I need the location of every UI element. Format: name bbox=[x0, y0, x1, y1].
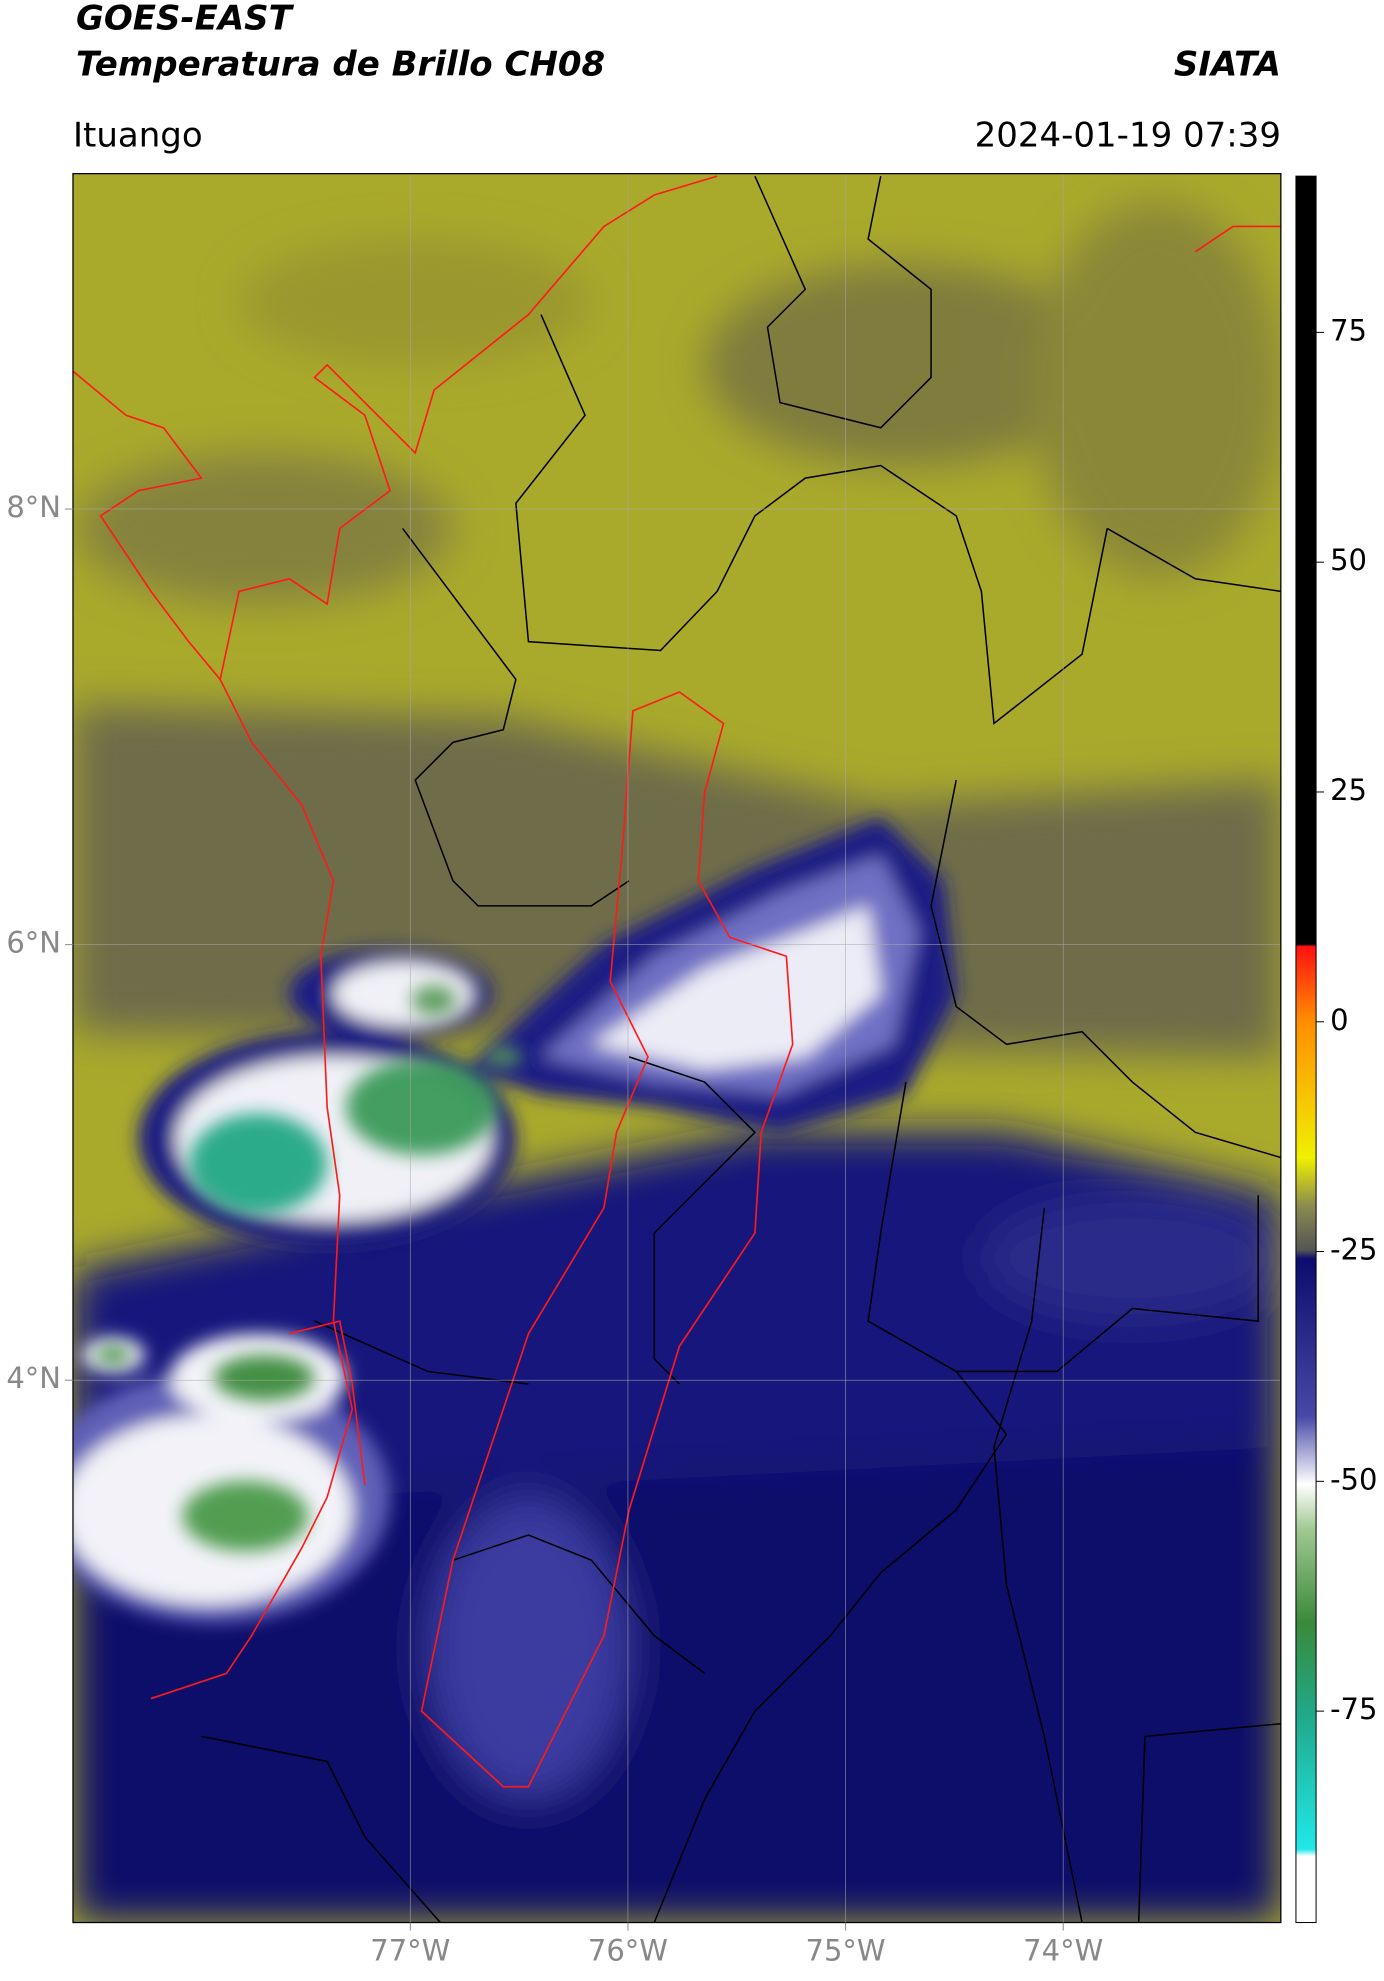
datetime: 2024-01-19 07:39 bbox=[975, 116, 1281, 156]
colorbar-tick-label: 50 bbox=[1330, 543, 1367, 577]
satellite-image bbox=[72, 173, 1281, 1923]
colorbar-tick-label: -25 bbox=[1330, 1233, 1377, 1267]
map-area bbox=[72, 173, 1317, 1924]
title: GOES-EAST bbox=[76, 0, 295, 39]
x-tick-label: 76°W bbox=[588, 1934, 668, 1968]
colorbar-tick-label: 0 bbox=[1330, 1003, 1348, 1037]
colorbar-tick-label: -50 bbox=[1330, 1462, 1377, 1496]
y-tick-label: 6°N bbox=[6, 926, 61, 960]
map-frame bbox=[72, 173, 1282, 1924]
location: Ituango bbox=[73, 116, 203, 156]
agency: SIATA bbox=[1174, 45, 1281, 85]
colorbar-tick-label: 25 bbox=[1330, 773, 1367, 807]
colorbar-tick-label: -75 bbox=[1330, 1692, 1377, 1726]
y-tick-label: 8°N bbox=[6, 490, 61, 524]
colorbar-tick-label: 75 bbox=[1330, 313, 1367, 347]
x-tick-label: 75°W bbox=[806, 1934, 886, 1968]
subtitle: Temperatura de Brillo CH08 bbox=[76, 45, 605, 85]
colorbar bbox=[1295, 175, 1317, 1924]
y-tick-label: 4°N bbox=[6, 1361, 61, 1395]
x-tick-label: 77°W bbox=[370, 1934, 450, 1968]
x-tick-label: 74°W bbox=[1023, 1934, 1103, 1968]
grid bbox=[72, 173, 1281, 1923]
